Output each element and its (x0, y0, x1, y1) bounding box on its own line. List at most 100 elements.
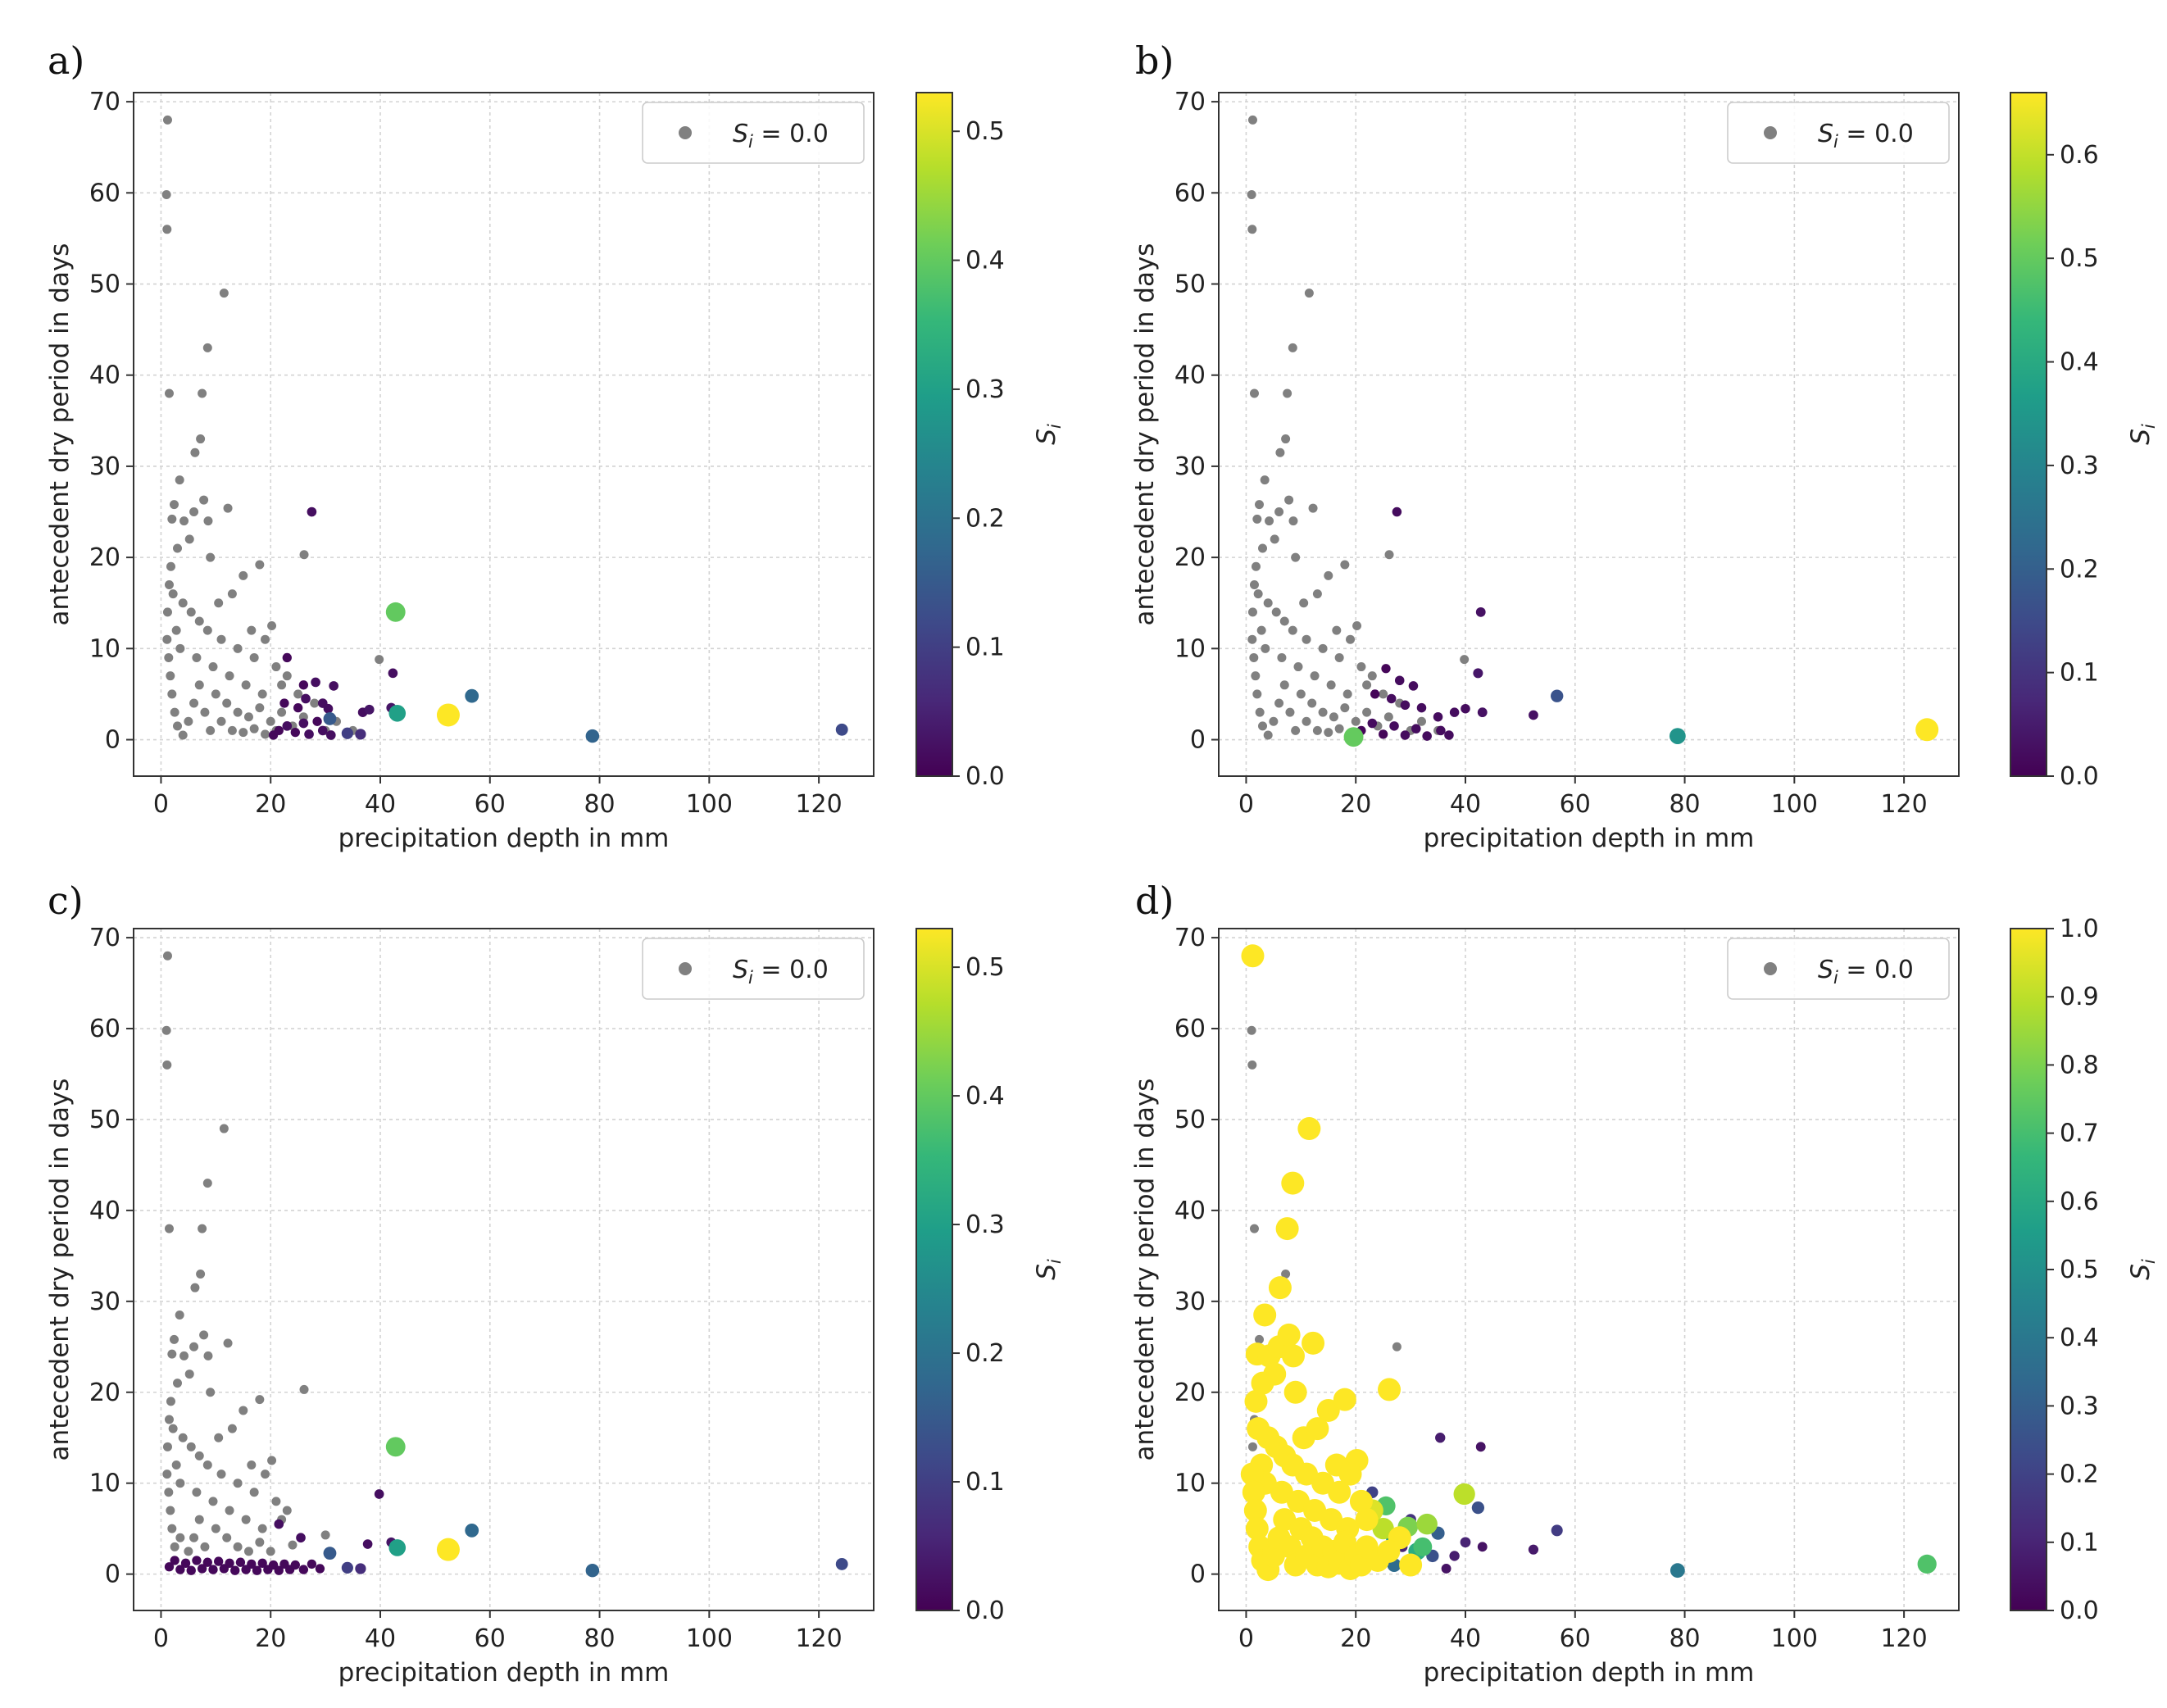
colorbar-tick-label: 0.3 (965, 1211, 1005, 1239)
colorbar-tick-label: 0.6 (2060, 1188, 2099, 1216)
legend-label: Si = 0.0 (733, 120, 829, 152)
data-point (1400, 700, 1411, 711)
data-point-zero (162, 1060, 172, 1070)
legend: Si = 0.0 (642, 102, 865, 164)
data-point (1241, 944, 1265, 968)
data-point-zero (223, 503, 233, 513)
data-point (1316, 1398, 1340, 1422)
data-point-zero (196, 1270, 206, 1279)
panel-label: c) (48, 879, 84, 923)
data-point-zero (1281, 1270, 1291, 1279)
data-point-zero (1288, 343, 1297, 352)
data-point-zero (1460, 655, 1470, 665)
x-tick-label: 20 (255, 1624, 286, 1653)
data-point-zero (1384, 550, 1394, 560)
data-point-zero (1293, 662, 1303, 672)
x-tick-label: 120 (1880, 790, 1927, 819)
data-point-zero (1302, 716, 1311, 726)
data-point (585, 1563, 600, 1578)
data-point-zero (179, 516, 189, 526)
data-point-zero (219, 288, 229, 298)
data-point (252, 1565, 262, 1575)
data-point-zero (1249, 1224, 1259, 1233)
data-point-zero (241, 1515, 251, 1524)
data-point (279, 698, 289, 708)
data-point-zero (261, 634, 270, 644)
data-point (192, 1556, 202, 1565)
data-point (1436, 725, 1446, 736)
colorbar-tick-label: 0.7 (2060, 1120, 2099, 1148)
data-point-zero (267, 1456, 277, 1465)
data-point-zero (1304, 288, 1314, 298)
data-point (1441, 1564, 1451, 1574)
colorbar-tick-label: 0.2 (2060, 555, 2099, 584)
data-point-zero (1252, 514, 1262, 524)
data-point (436, 703, 460, 727)
data-point (1528, 1544, 1539, 1555)
data-point-zero (202, 1460, 212, 1470)
data-point (293, 702, 303, 713)
colorbar: 0.0 0.1 0.2 0.3 0.4 0.5 Si (915, 928, 1065, 1625)
data-point-zero (1346, 634, 1356, 644)
data-point-zero (243, 1547, 253, 1556)
data-point-zero (190, 447, 200, 457)
colorbar-tick-label: 0.4 (2060, 1324, 2099, 1352)
data-point-zero (1334, 724, 1344, 734)
data-point-zero (178, 730, 188, 740)
data-point-zero (168, 1424, 178, 1433)
data-point-zero (227, 589, 237, 599)
data-point-zero (164, 388, 174, 398)
data-point (180, 1558, 191, 1568)
data-point-zero (241, 680, 251, 690)
data-point-zero (211, 689, 220, 699)
data-point (1370, 689, 1380, 699)
legend: Si = 0.0 (1727, 102, 1950, 164)
data-point (1460, 1537, 1471, 1548)
data-point-zero (1256, 625, 1266, 635)
data-point-zero (175, 1479, 185, 1488)
data-point-zero (1255, 707, 1265, 717)
data-point-zero (166, 671, 175, 681)
y-tick-label: 10 (1174, 1470, 1206, 1498)
data-point (323, 712, 337, 725)
data-point-zero (255, 560, 265, 570)
data-point (1242, 1480, 1265, 1504)
data-point-zero (1291, 552, 1301, 562)
data-point-zero (266, 716, 275, 726)
data-point-zero (1253, 589, 1263, 599)
data-point-zero (203, 1351, 213, 1360)
y-tick-label: 10 (89, 634, 120, 663)
data-point-zero (222, 698, 232, 708)
data-point-zero (194, 1515, 204, 1524)
data-point (1240, 1462, 1264, 1486)
y-tick-label: 10 (1174, 634, 1206, 663)
data-point-zero (1258, 543, 1268, 553)
data-point-zero (198, 388, 207, 398)
x-tick-label: 60 (1560, 1624, 1591, 1653)
data-point-zero (261, 729, 270, 739)
data-point-zero (1249, 652, 1259, 662)
colorbar-bar (915, 92, 953, 777)
y-tick-label: 60 (89, 1015, 120, 1043)
y-tick-label: 70 (89, 88, 120, 116)
x-tick-label: 60 (1560, 790, 1591, 819)
axes-frame (133, 928, 875, 1611)
data-point (1449, 707, 1460, 717)
legend-marker (1764, 126, 1777, 139)
data-point (1670, 1563, 1685, 1579)
y-tick-label: 60 (1174, 179, 1206, 207)
colorbar-tick-label: 0.0 (965, 762, 1005, 791)
data-point-zero (271, 1497, 281, 1506)
data-point-zero (249, 652, 259, 662)
data-point (298, 1565, 309, 1574)
data-point (1915, 718, 1939, 742)
data-point-zero (189, 698, 199, 708)
data-point (385, 1437, 406, 1457)
data-point (1413, 1537, 1433, 1556)
data-point-zero (239, 570, 248, 580)
data-point-zero (299, 550, 309, 560)
x-tick-label: 80 (584, 790, 615, 819)
data-point-zero (1310, 671, 1320, 681)
colorbar: 0.0 0.1 0.2 0.3 0.4 0.5 Si (915, 92, 1065, 791)
colorbar-label: Si (2126, 1259, 2159, 1280)
